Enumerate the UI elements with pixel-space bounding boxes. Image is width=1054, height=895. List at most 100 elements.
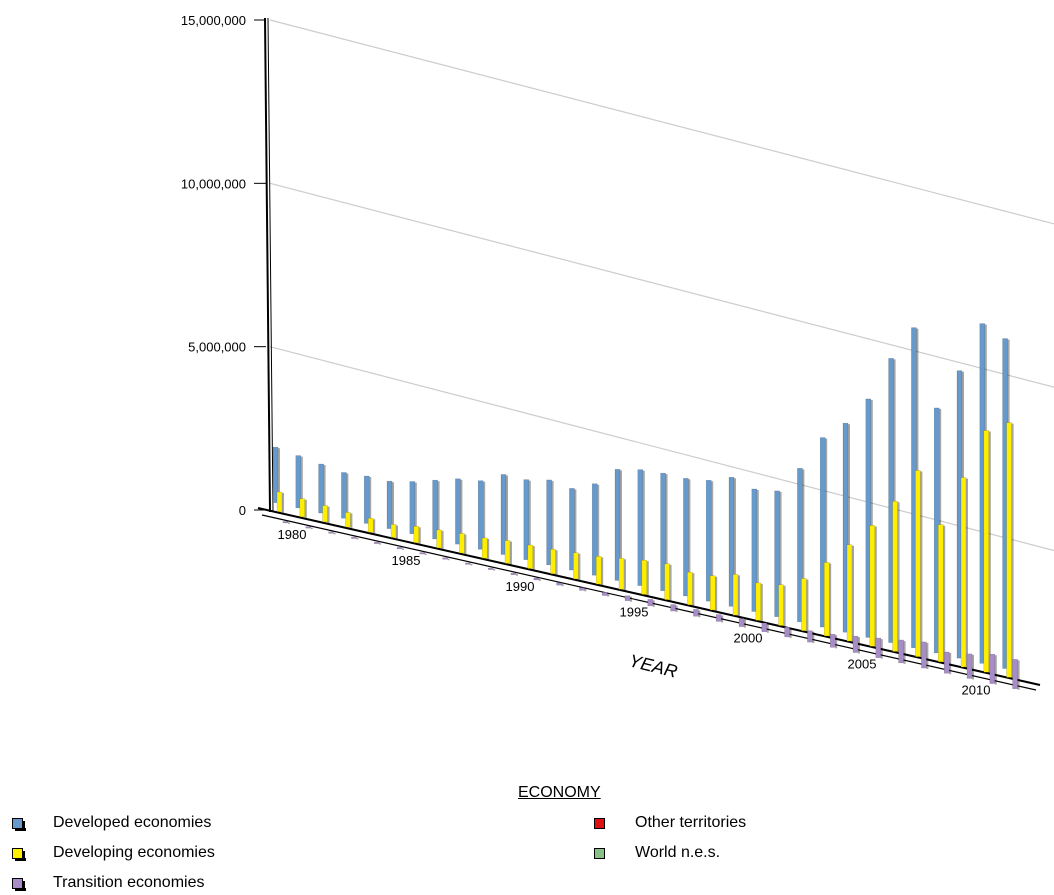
bar-shade [278, 448, 280, 504]
bar-shade [1017, 660, 1020, 690]
bar-transition-economies [989, 653, 996, 684]
bar-developed-economies [523, 479, 530, 560]
bar-transition-economies [647, 599, 654, 607]
bar-shade [806, 579, 809, 632]
bar-shade [578, 553, 581, 580]
bar-developing-economies [755, 582, 762, 621]
bar-shade [903, 640, 906, 664]
legend-swatch-developing [12, 847, 26, 861]
bar-shade [848, 424, 850, 634]
bar-developing-economies [367, 518, 374, 533]
bar-shade [493, 569, 496, 571]
bar-shade [880, 639, 883, 659]
bar-shade [949, 652, 952, 675]
bar-shade [829, 563, 832, 637]
legend-swatch-other [594, 817, 605, 829]
bar-developed-economies [660, 472, 666, 592]
bar-shade [607, 593, 610, 597]
bar-transition-economies [807, 630, 813, 643]
bar-developing-economies [983, 430, 990, 673]
bar-shade [698, 610, 701, 618]
bar-shade [721, 615, 724, 623]
bar-transition-economies [829, 634, 836, 648]
bar-transition-economies [966, 653, 973, 679]
legend-item-other: Other territories [594, 813, 746, 833]
bar-transition-economies [442, 557, 448, 560]
bar-transition-economies [305, 526, 312, 529]
bar-developing-economies [595, 556, 602, 585]
legend-item-transition: Transition economies [12, 873, 204, 893]
bar-developing-economies [960, 477, 967, 668]
legend-label: Developed economies [53, 814, 212, 831]
bar-shade [715, 576, 718, 612]
bar-shade [356, 538, 359, 540]
bar-shade [441, 530, 444, 549]
x-tick-label: 1980 [278, 527, 307, 542]
legend-label: Other territories [635, 814, 747, 831]
gridlines [269, 19, 1054, 552]
bar-developed-economies [455, 478, 461, 545]
bar-shade [373, 519, 376, 534]
legend-swatch-transition [12, 877, 26, 891]
gridline [269, 182, 1054, 388]
bar-transition-economies [1012, 659, 1018, 690]
bar-shade [597, 484, 600, 577]
x-axis-line [257, 507, 1041, 686]
bar-shade [414, 482, 417, 535]
y-tick-label: 15,000,000 [181, 13, 246, 28]
bar-transition-economies [693, 609, 699, 617]
legend-label: Developing economies [53, 844, 215, 861]
bar-developing-economies [436, 529, 442, 549]
bar-developing-economies [527, 544, 534, 569]
bar-developing-economies [641, 559, 648, 595]
bar-shade [779, 491, 782, 618]
bar-shade [665, 474, 668, 592]
y-axis-line [264, 17, 271, 513]
bar-developed-economies [409, 481, 416, 535]
legend-label: World n.e.s. [635, 844, 721, 861]
bar-developed-economies [888, 358, 894, 643]
axes [254, 17, 1041, 691]
bar-transition-economies [738, 618, 745, 627]
bars [272, 323, 1020, 690]
bar-developing-economies [413, 526, 420, 543]
bar-developed-economies [705, 480, 712, 602]
bar-shade [506, 475, 508, 556]
bar-developed-economies [363, 475, 370, 524]
bar-developing-economies [345, 512, 351, 528]
bar-developing-economies [687, 571, 693, 606]
bar-developed-economies [614, 469, 621, 581]
bar-developed-economies [272, 446, 279, 503]
bar-shade [988, 431, 991, 674]
bar-shade [852, 545, 854, 643]
legend-swatch-world [594, 847, 605, 859]
bar-developed-economies [797, 468, 803, 623]
bar-developing-economies [504, 540, 511, 564]
bar-transition-economies [419, 552, 426, 555]
bar-shade [310, 527, 313, 530]
bar-shade [802, 469, 805, 623]
bar-developed-economies [341, 472, 347, 519]
y-tick-label: 10,000,000 [181, 176, 246, 191]
bar-shade [744, 619, 746, 628]
bar-shade [350, 513, 353, 529]
x-tick-label: 2000 [734, 631, 763, 646]
bar-transition-economies [396, 547, 403, 550]
bar-shade [369, 477, 372, 525]
bar-developed-economies [591, 483, 598, 576]
bar-shade [711, 481, 714, 603]
bar-shade [304, 499, 307, 518]
bar-developed-economies [728, 477, 735, 607]
x-tick-label: 1995 [620, 605, 649, 620]
bar-shade [812, 631, 815, 644]
bar-shade [624, 559, 626, 591]
legend-label: Transition economies [53, 874, 205, 891]
bar-shade [642, 470, 645, 587]
bar-developed-economies [432, 479, 438, 540]
bar-developed-economies [819, 437, 826, 628]
bar-transition-economies [533, 577, 540, 581]
bar-developed-economies [386, 480, 393, 529]
bar-shade [282, 492, 284, 513]
bar-shade [620, 470, 622, 582]
